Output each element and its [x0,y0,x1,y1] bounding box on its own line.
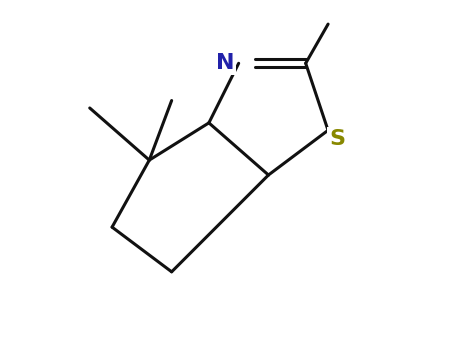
Text: S: S [329,129,345,149]
Text: N: N [216,53,234,73]
Text: NH₂: NH₂ [312,0,359,2]
